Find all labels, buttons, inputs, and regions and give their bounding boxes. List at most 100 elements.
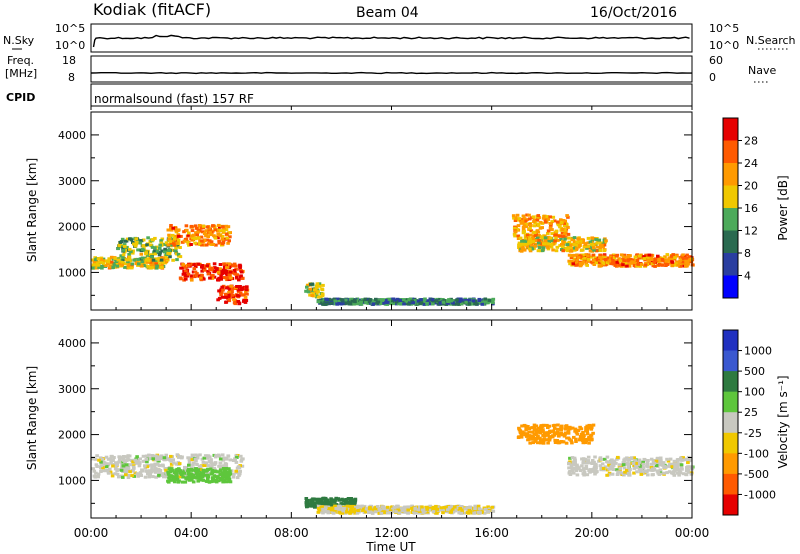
data-cell <box>108 467 112 471</box>
data-cell <box>546 232 550 235</box>
data-cell <box>376 300 380 304</box>
data-cell <box>176 234 181 238</box>
data-cell <box>209 274 214 278</box>
data-cell <box>684 473 689 477</box>
colorbar-segment <box>723 371 738 393</box>
data-cell <box>653 257 658 261</box>
data-cell <box>419 301 424 305</box>
data-cell <box>520 219 525 223</box>
data-cell <box>196 262 201 266</box>
data-cell <box>555 220 560 224</box>
date-label: 16/Oct/2016 <box>590 5 677 21</box>
data-cell <box>410 508 415 512</box>
data-cell <box>306 290 311 294</box>
data-cell <box>122 243 127 247</box>
data-cell <box>540 249 545 253</box>
data-cell <box>442 505 447 509</box>
data-cell <box>572 240 577 244</box>
data-cell <box>447 298 451 302</box>
data-cell <box>586 236 591 240</box>
data-cell <box>123 265 127 269</box>
data-cell <box>309 282 313 286</box>
data-cell <box>534 433 539 437</box>
data-cell <box>144 457 149 461</box>
data-cell <box>639 472 644 476</box>
data-cell <box>406 508 410 512</box>
data-cell <box>378 302 383 306</box>
data-cell <box>449 299 453 303</box>
y-tick-label: 2000 <box>58 221 86 234</box>
data-cell <box>653 264 657 268</box>
data-cell <box>581 253 585 257</box>
data-cell <box>573 246 577 250</box>
data-cell <box>534 428 539 432</box>
data-cell <box>389 506 394 510</box>
data-cell <box>591 431 595 435</box>
data-cell <box>579 432 584 436</box>
data-cell <box>431 505 436 509</box>
data-cell <box>650 473 655 477</box>
data-cell <box>522 239 527 243</box>
data-cell <box>633 264 637 267</box>
data-cell <box>131 469 135 473</box>
data-cell <box>198 464 202 468</box>
data-cell <box>581 431 585 434</box>
data-cell <box>645 461 650 465</box>
data-cell <box>551 215 556 219</box>
data-cell <box>111 459 115 462</box>
data-cell <box>417 509 422 513</box>
data-cell <box>394 300 399 304</box>
data-cell <box>575 240 579 244</box>
data-cell <box>627 264 632 268</box>
data-cell <box>131 460 135 464</box>
data-cell <box>224 477 228 481</box>
data-cell <box>516 237 521 240</box>
data-cell <box>551 434 555 438</box>
data-cell <box>99 460 103 464</box>
data-cell <box>211 479 216 483</box>
data-cell <box>589 461 594 465</box>
data-cell <box>559 431 564 435</box>
data-cell <box>146 472 150 476</box>
data-cell <box>187 457 192 461</box>
data-cell <box>528 441 532 445</box>
data-cell <box>196 476 201 480</box>
data-cell <box>593 455 597 459</box>
data-cell <box>200 243 204 247</box>
data-cell <box>522 229 526 233</box>
colorbar-segment <box>723 163 738 186</box>
data-cell <box>181 262 185 266</box>
data-cell <box>109 461 113 465</box>
data-cell <box>621 258 625 262</box>
data-cell <box>313 505 317 509</box>
data-cell <box>367 507 372 511</box>
data-cell <box>91 266 95 270</box>
data-cell <box>308 293 312 297</box>
data-cell <box>683 261 688 265</box>
data-cell <box>467 508 472 512</box>
colorbar-segment <box>723 118 738 141</box>
data-cell <box>599 458 603 461</box>
data-cell <box>243 296 248 299</box>
data-cell <box>174 246 178 250</box>
data-cell <box>517 243 521 247</box>
data-cell <box>144 258 149 262</box>
data-cell <box>127 247 132 251</box>
data-cell <box>120 466 124 470</box>
data-cell <box>151 457 155 461</box>
data-cell <box>234 460 239 464</box>
data-cell <box>220 453 225 457</box>
data-cell <box>567 461 571 465</box>
data-cell <box>212 234 216 238</box>
data-cell <box>577 237 581 241</box>
data-cell <box>324 497 328 501</box>
data-cell <box>391 302 396 306</box>
data-cell <box>169 226 173 230</box>
velocity-data-cells <box>91 423 695 515</box>
data-cell <box>201 478 206 482</box>
data-cell <box>599 468 603 472</box>
data-cell <box>328 510 333 514</box>
data-cell <box>614 461 618 465</box>
data-cell <box>613 259 617 263</box>
data-cell <box>456 505 460 509</box>
